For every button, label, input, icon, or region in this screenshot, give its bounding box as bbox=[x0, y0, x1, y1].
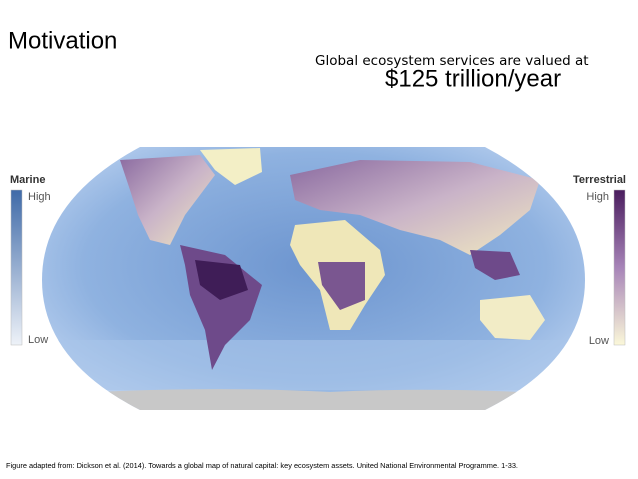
southern-ocean bbox=[42, 340, 585, 390]
headline: Global ecosystem services are valued at bbox=[315, 53, 589, 69]
color-bar bbox=[10, 189, 23, 346]
eurasia bbox=[290, 160, 540, 255]
legend-high: High bbox=[28, 191, 51, 203]
australia bbox=[480, 295, 545, 340]
north-america bbox=[120, 155, 215, 245]
value-text: $125 trillion/year bbox=[385, 65, 561, 92]
legend-low: Low bbox=[28, 334, 48, 346]
greenland bbox=[200, 148, 262, 185]
legend-high: High bbox=[586, 191, 609, 203]
legend-low: Low bbox=[589, 335, 609, 347]
caption: Figure adapted from: Dickson et al. (201… bbox=[6, 463, 518, 470]
legend-title: Terrestrial bbox=[573, 174, 626, 186]
amazon bbox=[195, 260, 248, 300]
world-map bbox=[42, 147, 585, 410]
antarctica bbox=[42, 389, 585, 410]
central-africa bbox=[318, 262, 365, 310]
legend-title: Marine bbox=[10, 174, 45, 186]
slide-title: Motivation bbox=[8, 27, 117, 54]
color-bar bbox=[613, 189, 626, 346]
southeast-asia bbox=[470, 250, 520, 280]
